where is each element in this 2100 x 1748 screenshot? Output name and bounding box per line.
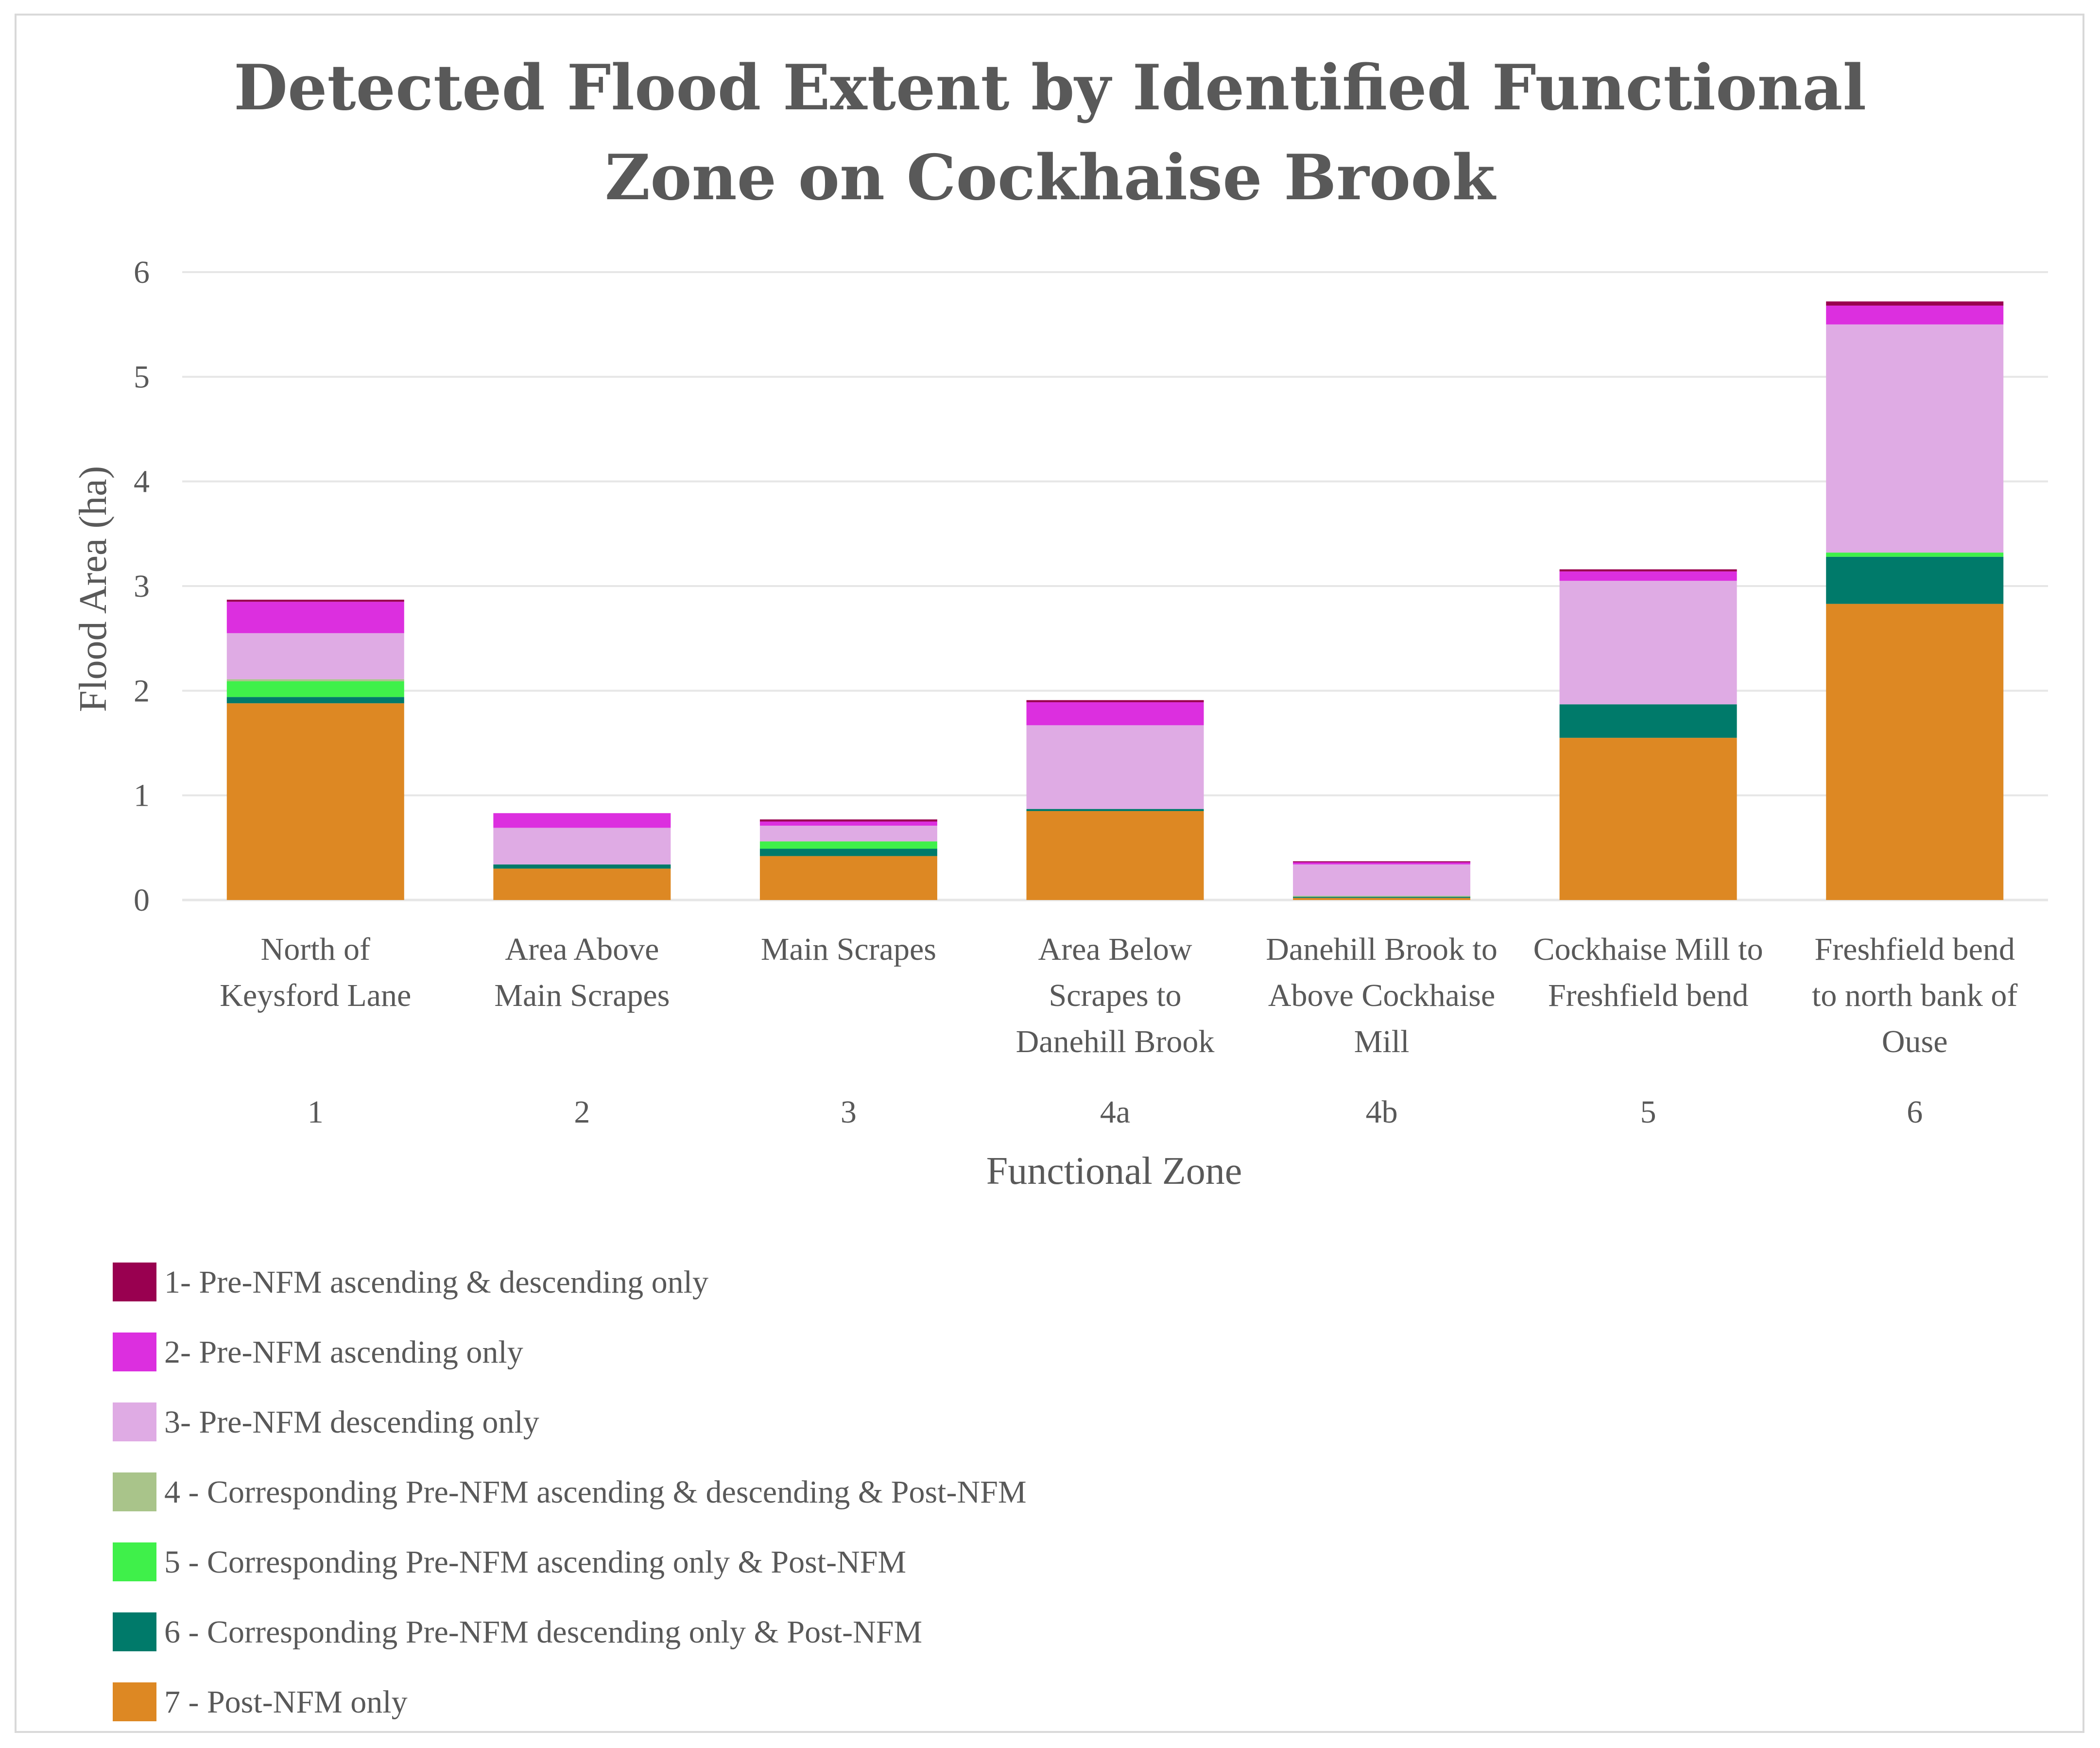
legend-label: 4 - Corresponding Pre-NFM ascending & de… [164, 1474, 1027, 1510]
bar-segment [1293, 897, 1471, 898]
bar-segment [1293, 896, 1471, 897]
legend-swatch [113, 1472, 156, 1511]
x-category-label: Freshfield bend [1815, 932, 2015, 967]
bar-segment [1826, 556, 2004, 604]
x-zone-code: 3 [841, 1094, 857, 1130]
bar-segment [1559, 581, 1737, 705]
bar-segment [226, 679, 404, 681]
bar-segment [759, 821, 937, 826]
x-zone-code: 4a [1100, 1094, 1130, 1130]
bar-segment [226, 633, 404, 679]
y-tick-label: 4 [134, 464, 150, 500]
x-category-label: Danehill Brook to [1266, 932, 1498, 967]
legend-swatch [113, 1402, 156, 1441]
x-category-label: Ouse [1882, 1024, 1948, 1059]
x-zone-code: 5 [1640, 1094, 1656, 1130]
legend-swatch [113, 1263, 156, 1301]
y-tick-label: 0 [134, 883, 150, 918]
legend-swatch [113, 1542, 156, 1581]
x-category-label: Main Scrapes [761, 932, 936, 967]
x-zone-code: 2 [574, 1094, 590, 1130]
bar-segment [1826, 553, 2004, 557]
bar-segment [1026, 811, 1204, 900]
bar-segment [1826, 324, 2004, 553]
bar-segment [1293, 861, 1471, 863]
y-tick-label: 6 [134, 255, 150, 290]
y-tick-label: 5 [134, 359, 150, 395]
chart-frame [15, 14, 2084, 1733]
x-category-label: Above Cockhaise [1268, 978, 1495, 1013]
legend-swatch [113, 1333, 156, 1371]
bar-segment [1293, 898, 1471, 900]
x-category-label: Freshfield bend [1548, 978, 1748, 1013]
y-tick-label: 2 [134, 673, 150, 709]
legend-label: 2- Pre-NFM ascending only [164, 1334, 523, 1370]
legend-label: 5 - Corresponding Pre-NFM ascending only… [164, 1544, 906, 1580]
x-category-label: Area Below [1038, 932, 1192, 967]
bar-segment [493, 813, 671, 828]
x-axis-title: Functional Zone [986, 1150, 1242, 1193]
legend-label: 6 - Corresponding Pre-NFM descending onl… [164, 1614, 922, 1650]
y-tick-label: 3 [134, 569, 150, 604]
x-category-label: Keysford Lane [220, 978, 411, 1013]
legend-label: 7 - Post-NFM only [164, 1684, 408, 1720]
y-tick-label: 1 [134, 778, 150, 813]
bar-segment [759, 856, 937, 900]
x-category-label: Danehill Brook [1016, 1024, 1215, 1059]
x-zone-code: 6 [1907, 1094, 1923, 1130]
bars [226, 301, 2004, 900]
x-category-label: Mill [1354, 1024, 1410, 1059]
bar-segment [1026, 809, 1204, 811]
bar-segment [759, 826, 937, 842]
bar-segment [226, 681, 404, 697]
y-axis-ticks: 0 1 2 3 4 5 6 [134, 255, 150, 918]
chart-title-line-1: Detected Flood Extent by Identified Func… [234, 52, 1866, 124]
legend: 1- Pre-NFM ascending & descending only 2-… [113, 1263, 1027, 1721]
x-category-label: North of [261, 932, 370, 967]
legend-swatch [113, 1682, 156, 1721]
x-category-label: Main Scrapes [494, 978, 670, 1013]
legend-label: 3- Pre-NFM descending only [164, 1404, 539, 1440]
bar-segment [759, 848, 937, 856]
bar-segment [493, 864, 671, 869]
bar-segment [493, 828, 671, 865]
bar-segment [1293, 864, 1471, 896]
x-axis-labels: North of Keysford Lane 1 Area Above Main Scr… [220, 932, 2017, 1130]
bar-segment [759, 819, 937, 822]
bar-segment [1026, 700, 1204, 703]
bar-segment [226, 697, 404, 704]
x-category-label: Scrapes to [1049, 978, 1181, 1013]
x-category-label: Area Above [505, 932, 659, 967]
bar-segment [226, 599, 404, 602]
legend-label: 1- Pre-NFM ascending & descending only [164, 1264, 708, 1300]
gridlines [182, 271, 2048, 901]
bar-segment [759, 841, 937, 849]
chart-title-line-2: Zone on Cockhaise Brook [605, 141, 1497, 214]
bar-segment [1559, 738, 1737, 900]
bar-segment [1826, 604, 2004, 900]
bar-segment [1293, 862, 1471, 865]
x-category-label: Cockhaise Mill to [1533, 932, 1763, 967]
bar-segment [226, 703, 404, 900]
x-zone-code: 4b [1366, 1094, 1398, 1130]
bar-segment [1826, 301, 2004, 306]
bar-segment [1559, 569, 1737, 571]
y-axis-title: Flood Area (ha) [72, 466, 115, 712]
bar-segment [1826, 305, 2004, 325]
bar-segment [226, 602, 404, 633]
bar-segment [1026, 725, 1204, 809]
bar-segment [493, 868, 671, 900]
bar-segment [1026, 702, 1204, 726]
bar-segment [1559, 704, 1737, 738]
legend-swatch [113, 1612, 156, 1651]
bar-segment [1559, 571, 1737, 581]
x-zone-code: 1 [308, 1094, 324, 1130]
x-category-label: to north bank of [1812, 978, 2017, 1013]
